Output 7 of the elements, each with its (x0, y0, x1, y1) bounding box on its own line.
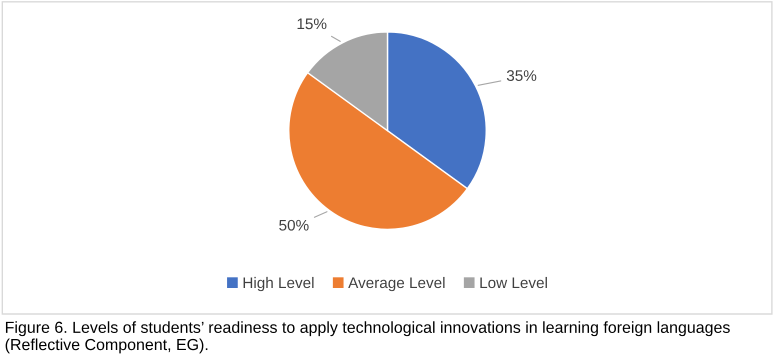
caption: Figure 6. Levels of students’ readiness to apply technological innovations in learning foreign languages (Reflective Component, EG). (6, 321, 730, 354)
legend-label: High Level (244, 276, 314, 292)
data-label: 35% (506, 70, 536, 81)
data-label: 50% (279, 220, 309, 231)
legend-label: Average Level (348, 276, 445, 292)
data-label: 15% (298, 18, 326, 30)
legend-label: Low Level (480, 276, 547, 288)
